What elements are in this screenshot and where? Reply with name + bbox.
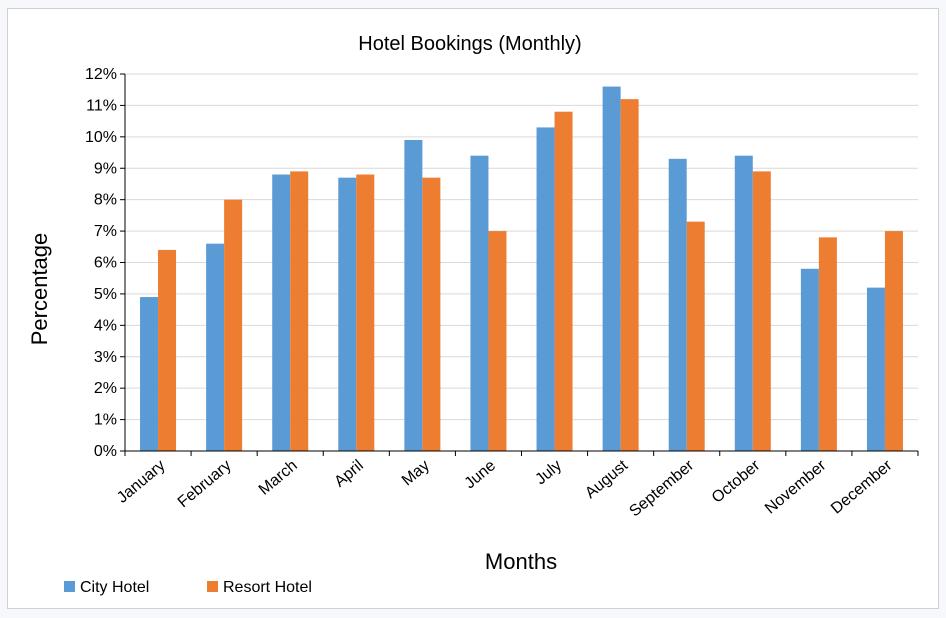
bar-city-hotel <box>338 177 357 452</box>
bar-city-hotel <box>536 127 555 452</box>
x-tick-label: May <box>399 457 433 489</box>
bar-city-hotel <box>602 86 621 452</box>
bar-resort-hotel <box>884 231 903 451</box>
bar-city-hotel <box>140 297 159 451</box>
x-tick-label: February <box>175 457 235 511</box>
chart-title: Hotel Bookings (Monthly) <box>358 33 581 55</box>
y-tick-label: 11% <box>86 97 117 114</box>
chart-frame: Hotel Bookings (Monthly) 0% 1% 2% 3% 4% 5% 6% 7… <box>7 8 939 609</box>
y-tick-labels: 0% 1% 2% 3% 4% 5% 6% 7% 8% 9% 10% 11% 12% <box>85 66 117 460</box>
bar-resort-hotel <box>752 171 771 451</box>
y-tick-label: 10% <box>85 129 117 146</box>
y-tick-label: 12% <box>85 66 117 83</box>
bar-resort-hotel <box>818 237 837 451</box>
bar-resort-hotel <box>554 111 573 451</box>
bar-city-hotel <box>668 158 687 451</box>
x-tick-label: October <box>709 457 764 507</box>
x-tick-label: August <box>582 457 632 502</box>
legend-swatch <box>64 581 75 592</box>
bar-resort-hotel <box>224 199 243 451</box>
bar-city-hotel <box>470 155 489 451</box>
y-tick-label: 5% <box>94 286 117 303</box>
axes <box>124 74 919 456</box>
x-tick-label: April <box>331 457 366 491</box>
y-tick-label: 2% <box>94 380 117 397</box>
legend-swatch <box>207 581 218 592</box>
bar-chart: Hotel Bookings (Monthly) 0% 1% 2% 3% 4% 5% 6% 7… <box>27 33 919 596</box>
y-tick-label: 7% <box>94 223 117 240</box>
bar-resort-hotel <box>356 174 375 452</box>
gridlines <box>120 73 918 452</box>
bar-resort-hotel <box>290 171 309 451</box>
bar-resort-hotel <box>158 249 177 451</box>
bar-resort-hotel <box>686 221 705 451</box>
x-tick-label: September <box>626 457 697 521</box>
x-tick-label: July <box>532 457 565 488</box>
bar-city-hotel <box>734 155 753 451</box>
x-tick-label: December <box>828 457 896 518</box>
y-tick-label: 1% <box>94 412 117 429</box>
y-tick-label: 3% <box>94 349 117 366</box>
y-tick-label: 9% <box>94 160 117 177</box>
bar-resort-hotel <box>422 177 441 452</box>
x-axis-label: Months <box>485 549 557 574</box>
y-tick-label: 4% <box>94 317 117 334</box>
bar-city-hotel <box>206 243 225 451</box>
bar-city-hotel <box>404 139 423 451</box>
bar-resort-hotel <box>620 99 639 451</box>
y-axis-label: Percentage <box>27 233 52 346</box>
bars <box>140 86 903 452</box>
bar-resort-hotel <box>488 231 507 451</box>
bar-city-hotel <box>800 268 819 451</box>
bar-city-hotel <box>272 174 291 452</box>
legend-label: Resort Hotel <box>223 579 312 596</box>
legend: City Hotel Resort Hotel <box>64 579 312 596</box>
x-tick-label: November <box>762 457 830 518</box>
legend-label: City Hotel <box>80 579 149 596</box>
y-tick-label: 6% <box>94 255 117 272</box>
y-tick-label: 8% <box>94 192 117 209</box>
x-tick-label: March <box>256 457 301 499</box>
bar-city-hotel <box>866 287 885 451</box>
y-tick-label: 0% <box>94 443 117 460</box>
x-tick-label: June <box>462 457 500 492</box>
x-tick-labels: January February March April May June July Augu… <box>114 457 896 521</box>
x-tick-label: January <box>114 457 169 507</box>
